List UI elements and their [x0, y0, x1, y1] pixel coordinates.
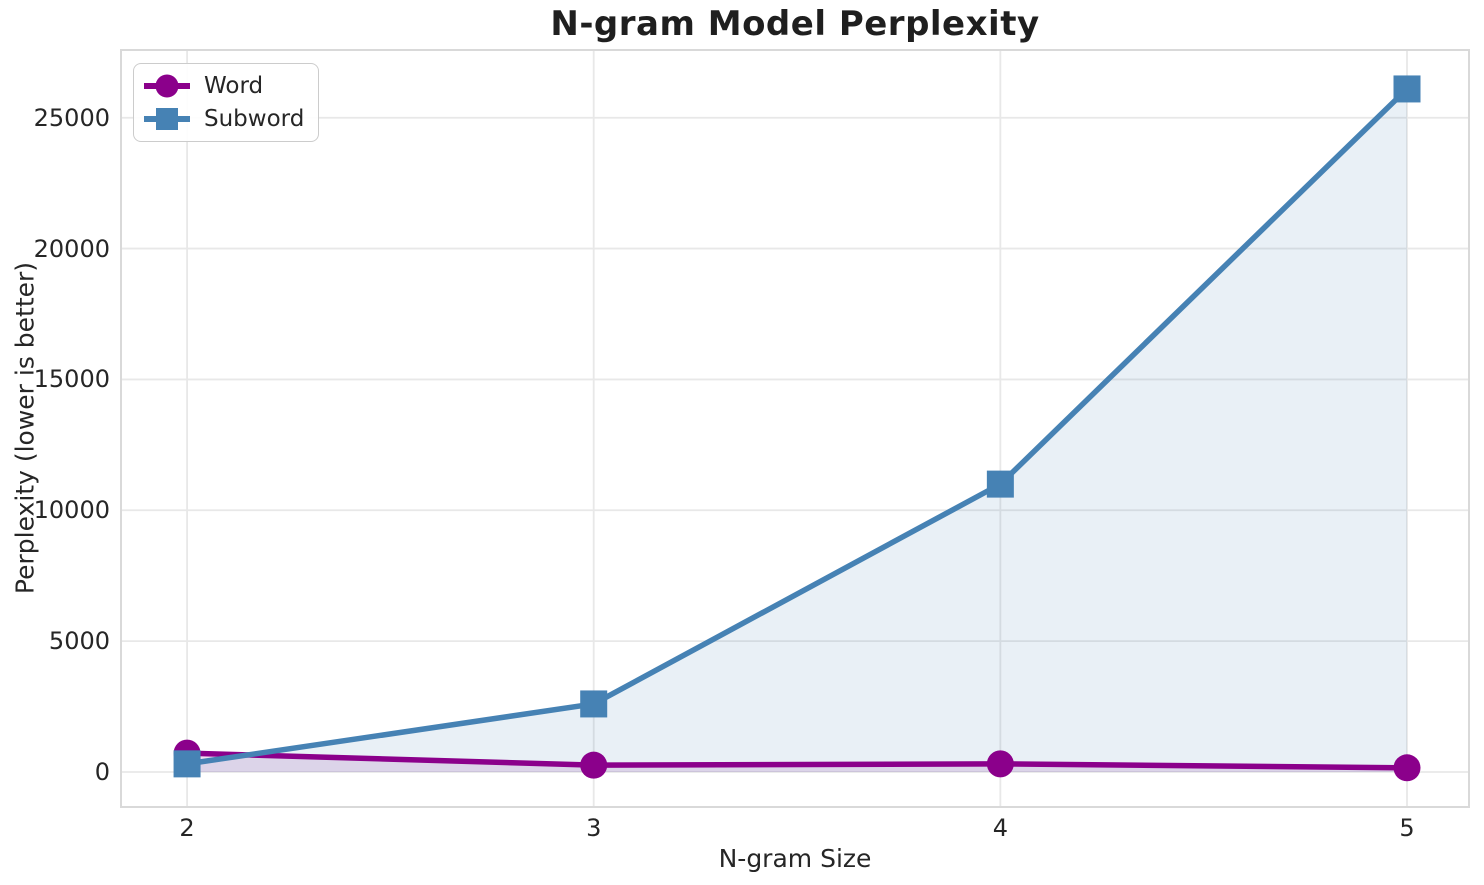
subword-line: [184, 86, 1410, 767]
y-tick-label-20000: 20000: [33, 234, 110, 263]
y-tick-label-15000: 15000: [33, 365, 110, 394]
subword-marker-5: [1393, 75, 1421, 103]
word-marker-5: [1393, 754, 1421, 782]
plot-frame: [120, 49, 1470, 808]
subword-area: [187, 88, 1408, 772]
word-marker-3: [580, 751, 608, 779]
subword-marker-2: [173, 750, 201, 778]
x-axis-label: N-gram Size: [718, 844, 872, 873]
word-marker-4: [986, 750, 1014, 778]
legend-label-subword: Subword: [204, 106, 305, 132]
y-tick-label-0: 0: [94, 757, 110, 786]
word-circle-marker-icon: [144, 74, 190, 98]
legend-item-word: Word: [144, 70, 304, 102]
subword-marker-4: [986, 470, 1014, 498]
y-tick-label-10000: 10000: [33, 496, 110, 525]
x-tick-label-3: 3: [586, 814, 602, 842]
x-tick-label-2: 2: [179, 814, 195, 842]
legend-label-word: Word: [204, 73, 264, 99]
plot-area: [122, 51, 1468, 806]
chart-title: N-gram Model Perplexity: [550, 4, 1040, 44]
y-axis-label: Perplexity (lower is better): [10, 261, 40, 595]
legend-item-subword: Subword: [144, 103, 304, 135]
word-line: [184, 750, 1410, 771]
y-tick-label-25000: 25000: [33, 103, 110, 132]
legend: Word Subword: [133, 63, 320, 142]
y-tick-label-5000: 5000: [48, 627, 110, 656]
x-tick-label-5: 5: [1399, 814, 1415, 842]
subword-square-marker-icon: [144, 108, 190, 130]
subword-marker-3: [580, 690, 608, 718]
x-tick-label-4: 4: [992, 814, 1008, 842]
